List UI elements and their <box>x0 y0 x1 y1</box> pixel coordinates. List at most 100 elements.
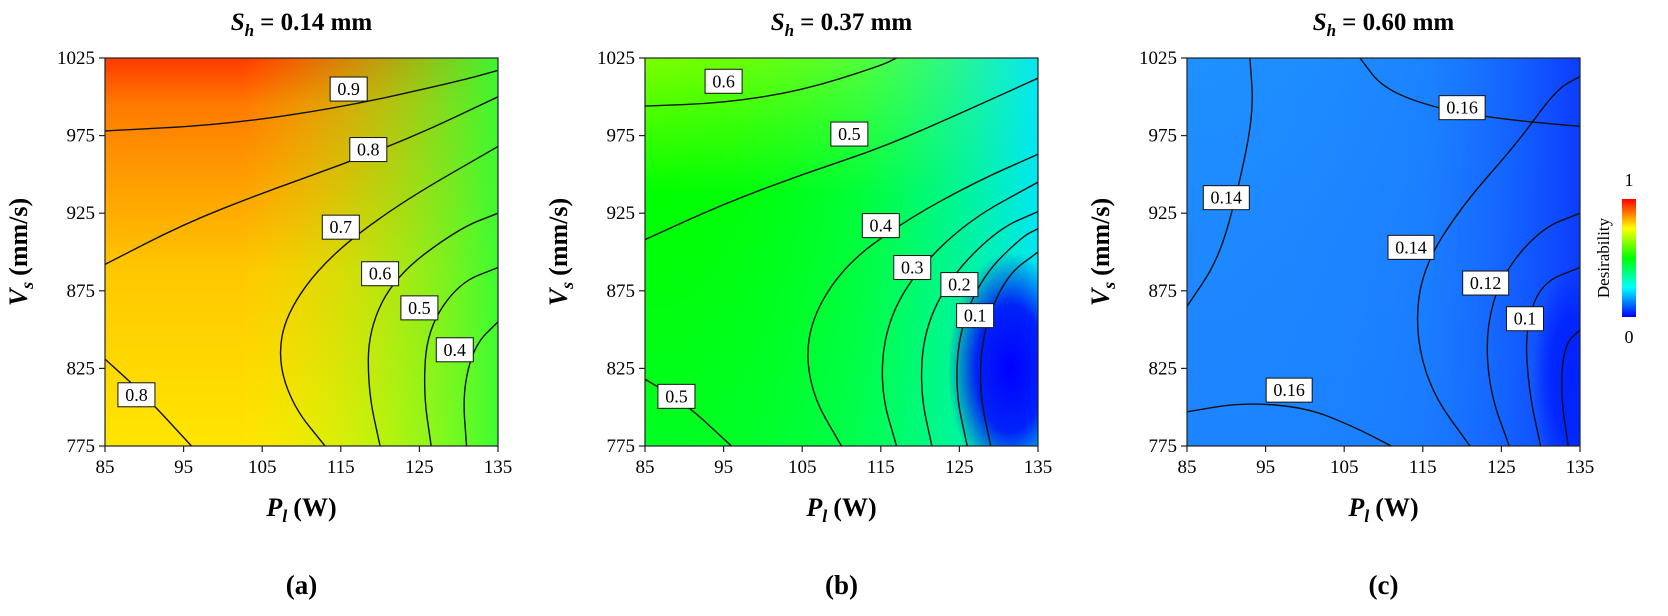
y-tick-label: 775 <box>1149 436 1178 457</box>
panel-letter: (b) <box>825 570 858 600</box>
contour-line <box>956 228 1038 446</box>
svg-text:0.6: 0.6 <box>712 71 735 91</box>
y-tick-label: 1025 <box>597 48 635 69</box>
contour-label: 0.14 <box>1202 185 1250 211</box>
contour-panel: 0.16 0.14 0.14 0.12 0.1 0.16 85 95 105 115 125 135 7… <box>1086 9 1594 600</box>
y-tick-label: 925 <box>67 203 96 224</box>
x-tick-label: 125 <box>1487 457 1516 478</box>
contour-panel: 0.6 0.5 0.4 0.3 0.2 0.1 0.5 85 95 105 115 125 135 775… <box>544 9 1053 600</box>
x-tick-label: 95 <box>1256 457 1275 478</box>
contour-label: 0.8 <box>349 137 388 163</box>
colorbar: 1 0 Desirability <box>1594 170 1636 347</box>
x-tick-label: 115 <box>867 457 895 478</box>
y-tick-label: 975 <box>67 126 96 147</box>
y-axis-label: Vs(mm/s) <box>544 198 577 306</box>
svg-text:0.14: 0.14 <box>1211 188 1243 208</box>
plot-frame <box>644 57 1039 447</box>
x-tick-label: 95 <box>174 457 193 478</box>
svg-text:0.2: 0.2 <box>948 275 971 295</box>
panel-title: Sh = 0.37 mm <box>771 9 913 40</box>
x-tick-label: 125 <box>405 457 434 478</box>
panel-title: Sh = 0.14 mm <box>231 9 373 40</box>
y-tick-label: 775 <box>67 436 96 457</box>
y-tick-label: 975 <box>1149 126 1178 147</box>
contour-label: 0.3 <box>893 255 932 281</box>
contour-fill <box>645 58 1038 446</box>
contour-label: 0.6 <box>361 261 400 287</box>
colorbar-max-label: 1 <box>1625 170 1634 190</box>
contour-panel: 0.9 0.8 0.7 0.6 0.5 0.4 0.8 85 95 105 115 125 135 775… <box>4 9 512 600</box>
panel-letter: (c) <box>1369 570 1399 600</box>
contour-line <box>367 212 498 446</box>
y-tick-label: 875 <box>67 281 96 302</box>
contour-line <box>1560 329 1580 446</box>
plot-frame <box>104 57 499 447</box>
contour-label: 0.12 <box>1462 270 1510 296</box>
contour-label: 0.5 <box>830 121 869 147</box>
contour-line <box>920 211 1038 446</box>
svg-text:0.16: 0.16 <box>1273 380 1305 400</box>
y-axis-label: Vs(mm/s) <box>4 198 37 306</box>
y-tick-label: 1025 <box>57 48 95 69</box>
x-tick-label: 115 <box>1409 457 1437 478</box>
x-tick-label: 115 <box>327 457 355 478</box>
panel-letter: (a) <box>286 570 317 600</box>
y-axis-label: Vs(mm/s) <box>1086 198 1119 306</box>
y-tick-label: 825 <box>67 358 96 379</box>
x-tick-label: 105 <box>788 457 817 478</box>
x-tick-label: 135 <box>1024 457 1053 478</box>
contour-line <box>807 153 1038 446</box>
contour-line <box>645 77 1038 241</box>
contour-label: 0.9 <box>329 76 368 102</box>
plot-frame <box>1186 57 1581 447</box>
y-tick-label: 975 <box>607 126 636 147</box>
x-tick-label: 125 <box>945 457 974 478</box>
svg-text:0.8: 0.8 <box>357 140 380 160</box>
x-tick-label: 135 <box>484 457 513 478</box>
svg-text:0.1: 0.1 <box>1514 309 1537 329</box>
contour-line <box>463 321 498 446</box>
contour-label: 0.5 <box>400 295 439 321</box>
contour-label: 0.6 <box>704 68 743 94</box>
contour-fill <box>105 58 498 446</box>
contour-line <box>1187 403 1392 446</box>
x-tick-label: 85 <box>96 457 115 478</box>
contour-line <box>1486 212 1580 446</box>
x-axis-label: Pl (W) <box>265 493 336 526</box>
y-tick-label: 825 <box>1149 358 1178 379</box>
contour-line <box>105 69 498 132</box>
svg-text:0.3: 0.3 <box>901 258 924 278</box>
x-tick-label: 85 <box>1178 457 1197 478</box>
svg-text:0.9: 0.9 <box>337 79 360 99</box>
contour-label: 0.1 <box>1505 306 1544 332</box>
contour-label: 0.7 <box>321 214 360 240</box>
contour-label: 0.2 <box>940 272 979 298</box>
contour-label: 0.16 <box>1438 95 1486 121</box>
svg-text:0.7: 0.7 <box>330 217 353 237</box>
svg-text:0.8: 0.8 <box>125 385 148 405</box>
contour-line <box>105 96 498 266</box>
contour-line <box>645 58 897 107</box>
contour-fill <box>1187 58 1580 446</box>
svg-text:0.16: 0.16 <box>1446 98 1478 118</box>
panel-title: Sh = 0.60 mm <box>1313 9 1455 40</box>
x-tick-label: 105 <box>1330 457 1359 478</box>
svg-text:0.14: 0.14 <box>1395 237 1427 257</box>
contour-label: 0.8 <box>117 382 156 408</box>
y-tick-label: 775 <box>607 436 636 457</box>
contour-line <box>279 145 498 446</box>
colorbar-gradient <box>1622 199 1636 317</box>
contour-label: 0.5 <box>657 383 696 409</box>
svg-text:0.5: 0.5 <box>665 386 688 406</box>
contour-label: 0.1 <box>956 303 995 329</box>
contour-label: 0.4 <box>435 337 474 363</box>
x-tick-label: 95 <box>714 457 733 478</box>
y-tick-label: 1025 <box>1139 48 1177 69</box>
contour-line <box>979 251 1038 446</box>
svg-text:0.4: 0.4 <box>444 340 467 360</box>
contour-label: 0.16 <box>1265 377 1313 403</box>
y-tick-label: 875 <box>607 281 636 302</box>
colorbar-min-label: 0 <box>1625 327 1634 347</box>
x-axis-label: Pl (W) <box>1347 493 1418 526</box>
